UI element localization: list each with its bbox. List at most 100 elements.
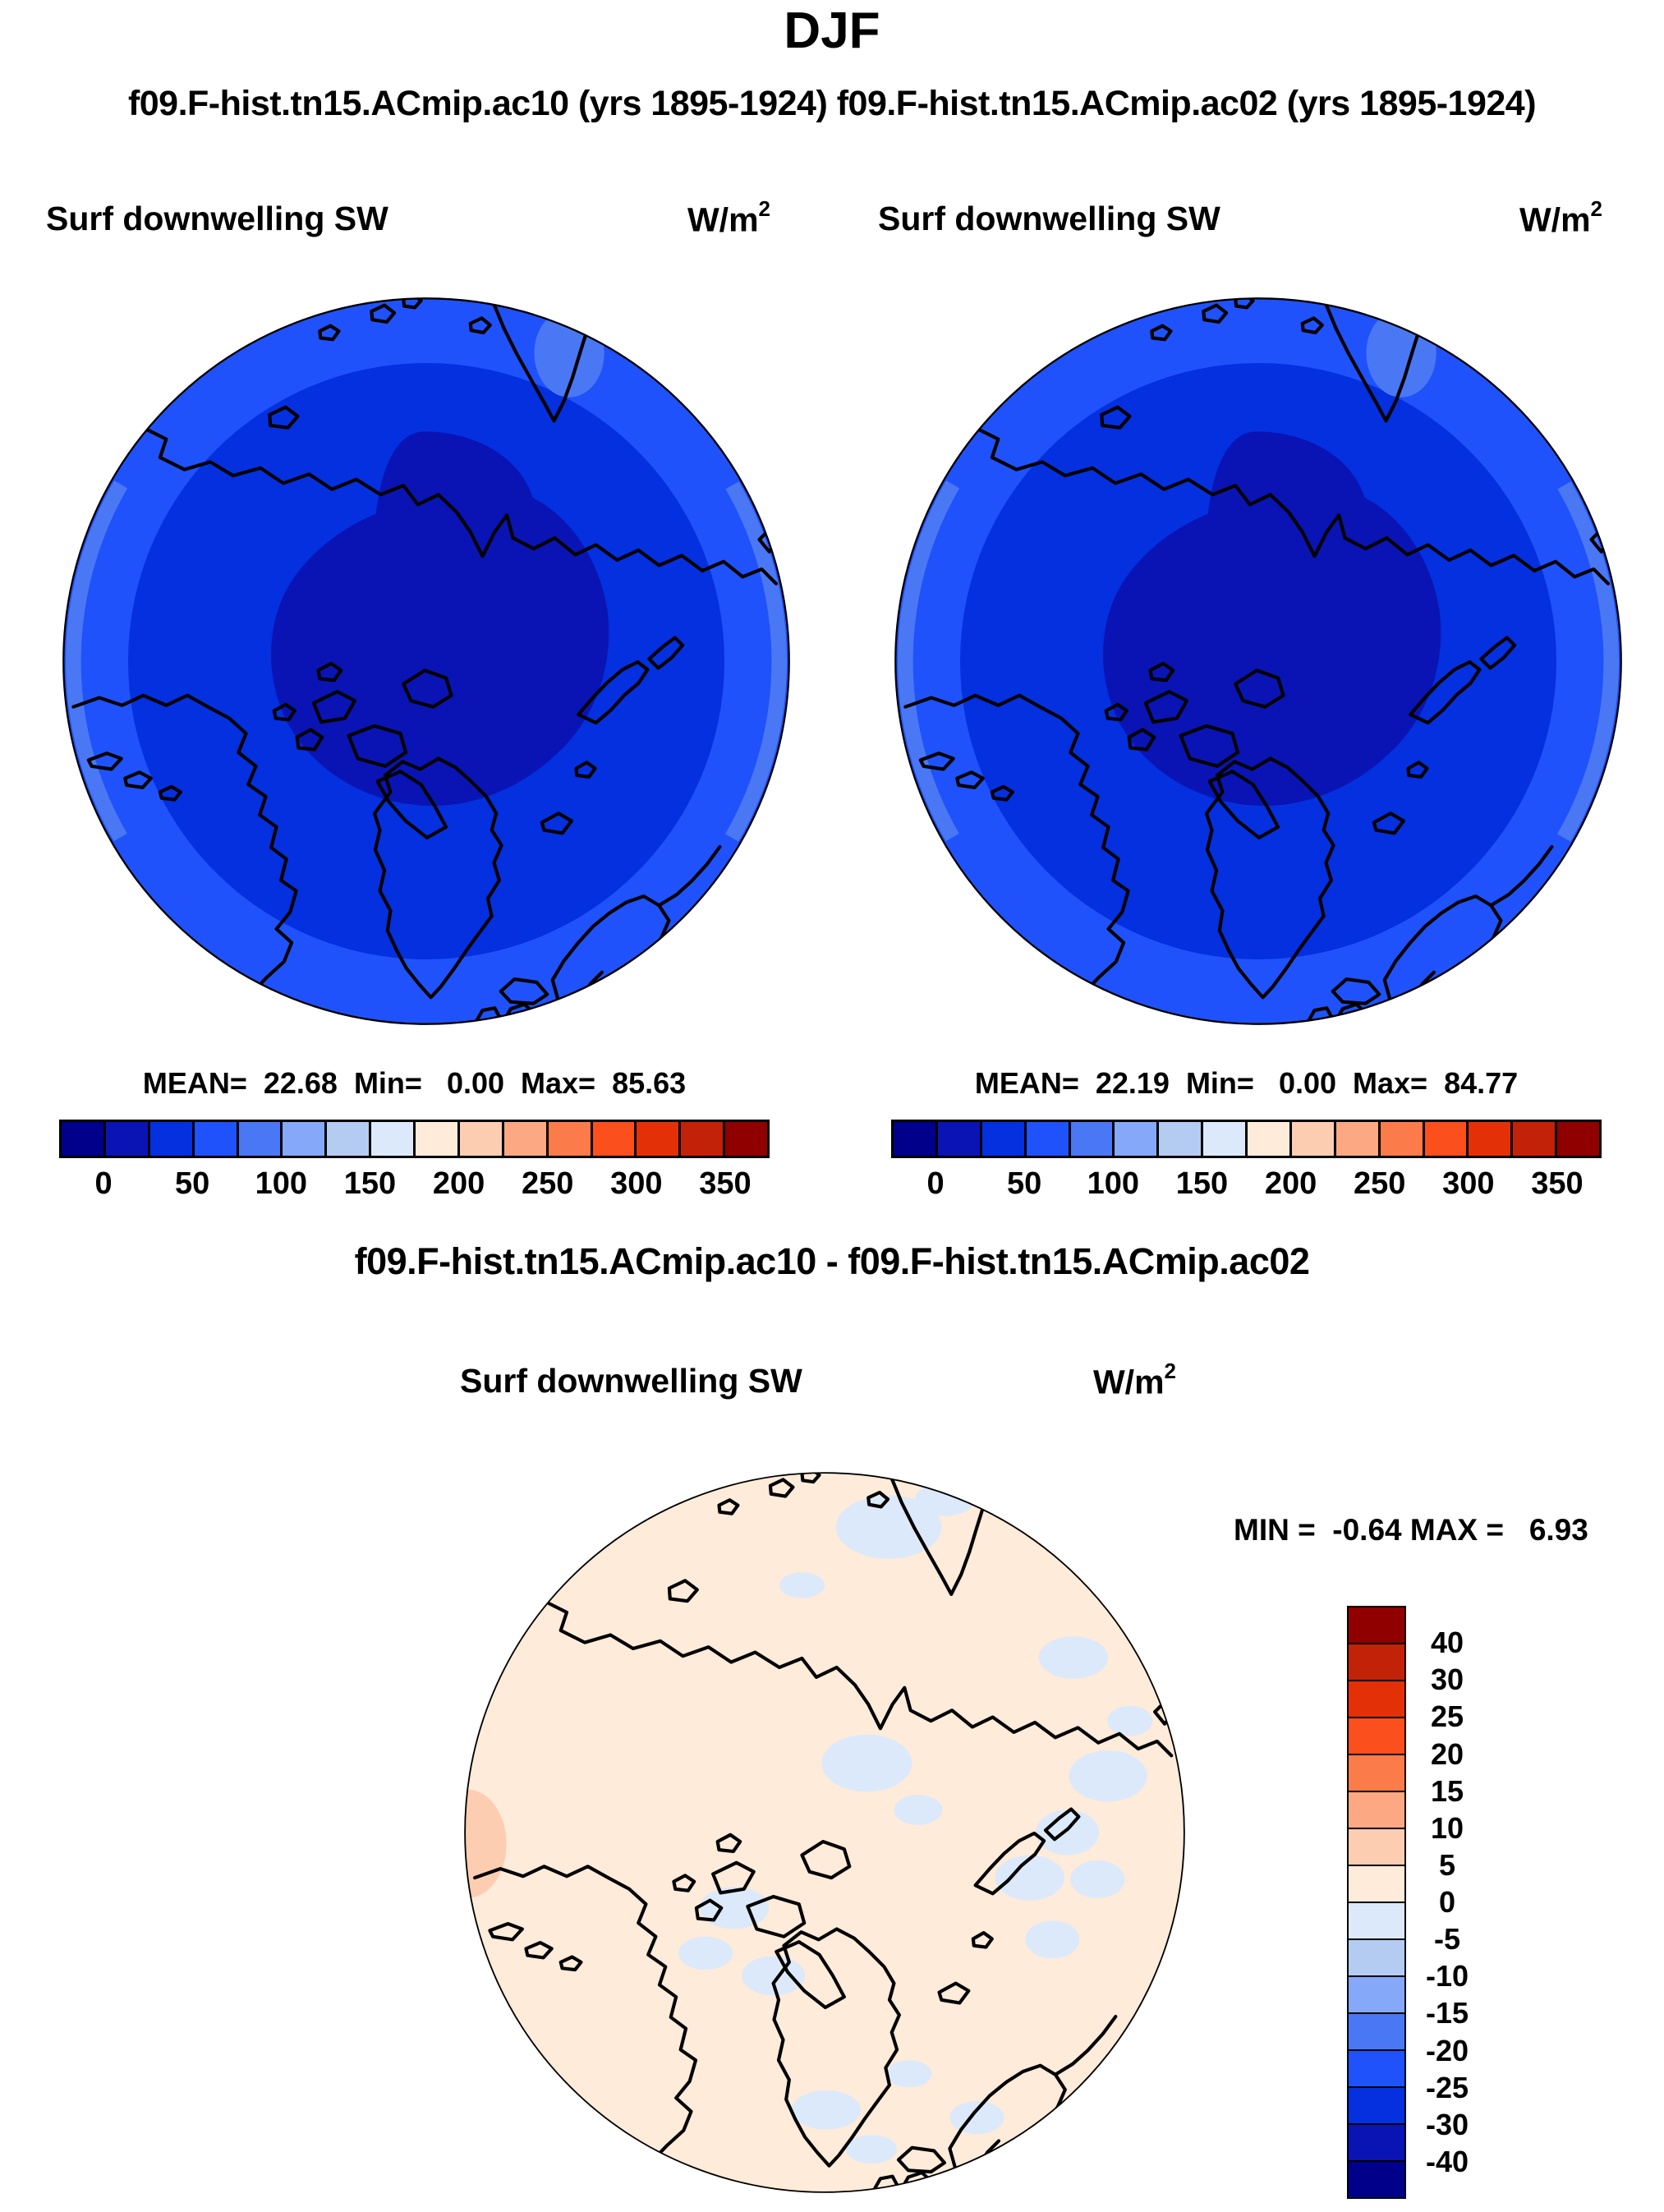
colorbar-cell <box>1349 2014 1404 2051</box>
colorbar-cell <box>1203 1122 1248 1156</box>
colorbar-tick-label: -40 <box>1425 2144 1469 2178</box>
colorbar-cell <box>1349 1829 1404 1866</box>
colorbar-top-right <box>891 1120 1602 1158</box>
colorbar-tick-label: -30 <box>1425 2107 1469 2141</box>
panel-header-top-right: Surf downwelling SW W/m2 <box>878 196 1602 240</box>
colorbar-cell <box>1291 1122 1336 1156</box>
colorbar-cell <box>1349 2088 1404 2125</box>
field-label: Surf downwelling SW <box>460 1362 802 1400</box>
colorbar-cell <box>637 1122 682 1156</box>
colorbar-tick-label: -25 <box>1425 2070 1469 2104</box>
colorbar-cell <box>238 1122 283 1156</box>
colorbar-top-left <box>59 1120 770 1158</box>
colorbar-tick-label: 300 <box>610 1166 663 1201</box>
units-label: W/m2 <box>1519 196 1602 239</box>
colorbar-tick-label: 40 <box>1430 1626 1464 1660</box>
colorbar-cell <box>1349 1977 1404 2014</box>
colorbar-cell <box>1424 1122 1469 1156</box>
low-sw-contour-blob <box>1103 431 1441 807</box>
colorbar-bottom-vertical <box>1347 1606 1406 2199</box>
colorbar-tick-label: 10 <box>1430 1810 1464 1845</box>
colorbar-cell <box>1349 1755 1404 1792</box>
colorbar-ticks-top-right: 0 50 100 150 200 250 300 350 <box>891 1166 1602 1207</box>
colorbar-cell <box>1349 1903 1404 1940</box>
colorbar-tick-label: 0 <box>926 1166 945 1201</box>
colorbar-tick-label: 350 <box>1531 1166 1584 1201</box>
colorbar-cell <box>725 1122 767 1156</box>
map-top-left <box>62 297 790 1025</box>
colorbar-cell <box>937 1122 982 1156</box>
colorbar-cell <box>105 1122 150 1156</box>
colorbar-tick-label: 100 <box>1087 1166 1140 1201</box>
colorbar-tick-label: 250 <box>1353 1166 1406 1201</box>
colorbar-tick-label: 150 <box>1175 1166 1229 1201</box>
figure-title: DJF <box>784 2 880 59</box>
colorbar-cell <box>1115 1122 1160 1156</box>
colorbar-tick-label: 100 <box>255 1166 308 1201</box>
colorbar-cell <box>62 1122 106 1156</box>
colorbar-tick-label: 30 <box>1430 1662 1464 1697</box>
colorbar-tick-label: -15 <box>1425 1996 1469 2030</box>
map-bottom-difference <box>464 1472 1185 2193</box>
colorbar-cell <box>1469 1122 1514 1156</box>
colorbar-tick-label: 15 <box>1430 1773 1464 1808</box>
colorbar-cell <box>592 1122 637 1156</box>
colorbar-cell <box>1335 1122 1381 1156</box>
colorbar-cell <box>894 1122 938 1156</box>
colorbar-cell <box>1349 1718 1404 1755</box>
colorbar-tick-label: 200 <box>1264 1166 1317 1201</box>
map-top-right <box>894 297 1622 1025</box>
colorbar-tick-label: 50 <box>175 1166 210 1201</box>
field-label: Surf downwelling SW <box>46 200 388 237</box>
colorbar-tick-label: -10 <box>1425 1959 1469 1994</box>
units-label: W/m2 <box>1092 1359 1176 1401</box>
stats-bottom: MIN = -0.64 MAX = 6.93 <box>1234 1513 1588 1547</box>
colorbar-tick-label: 250 <box>521 1166 574 1201</box>
colorbar-ticks-top-left: 0 50 100 150 200 250 300 350 <box>59 1166 770 1207</box>
units-label: W/m2 <box>687 196 770 239</box>
colorbar-tick-label: 0 <box>94 1166 113 1201</box>
stats-top-right: MEAN= 22.19 Min= 0.00 Max= 84.77 <box>974 1066 1519 1100</box>
figure-subtitle: f09.F-hist.tn15.ACmip.ac10 (yrs 1895-192… <box>127 84 1537 123</box>
colorbar-tick-label: 50 <box>1007 1166 1042 1201</box>
colorbar-cell <box>1248 1122 1292 1156</box>
colorbar-cell <box>981 1122 1027 1156</box>
colorbar-cell <box>1026 1122 1071 1156</box>
colorbar-cell <box>1349 1681 1404 1718</box>
difference-title: f09.F-hist.tn15.ACmip.ac10 - f09.F-hist.… <box>354 1240 1310 1282</box>
colorbar-cell <box>416 1122 460 1156</box>
colorbar-cell <box>681 1122 726 1156</box>
colorbar-cell <box>371 1122 416 1156</box>
colorbar-tick-label: -20 <box>1425 2033 1469 2067</box>
colorbar-cell <box>149 1122 195 1156</box>
field-label: Surf downwelling SW <box>878 200 1220 237</box>
negative-diff-patches <box>678 1483 1153 2177</box>
stats-top-left: MEAN= 22.68 Min= 0.00 Max= 85.63 <box>142 1066 687 1100</box>
colorbar-cell <box>1380 1122 1425 1156</box>
colorbar-tick-label: 300 <box>1442 1166 1495 1201</box>
colorbar-cell <box>327 1122 372 1156</box>
colorbar-tick-label: 0 <box>1438 1885 1456 1919</box>
panel-header-bottom: Surf downwelling SW W/m2 <box>460 1359 1176 1402</box>
colorbar-tick-label: 350 <box>699 1166 752 1201</box>
panel-header-top-left: Surf downwelling SW W/m2 <box>46 196 770 240</box>
colorbar-tick-label: -5 <box>1433 1922 1460 1957</box>
colorbar-cell <box>194 1122 239 1156</box>
colorbar-cell <box>548 1122 593 1156</box>
colorbar-cell <box>1349 1644 1404 1681</box>
colorbar-cell <box>1070 1122 1115 1156</box>
colorbar-tick-label: 20 <box>1430 1736 1464 1771</box>
colorbar-tick-label: 5 <box>1438 1847 1456 1882</box>
colorbar-ticks-bottom: 40 30 25 20 15 10 5 0 -5 -10 -15 -20 -25 -30 -40 <box>1408 1606 1487 2199</box>
colorbar-cell <box>1513 1122 1558 1156</box>
colorbar-cell <box>1349 1792 1404 1829</box>
colorbar-cell <box>459 1122 504 1156</box>
colorbar-cell <box>1349 2125 1404 2162</box>
colorbar-cell <box>1349 1607 1404 1644</box>
colorbar-cell <box>1159 1122 1204 1156</box>
colorbar-cell <box>1349 2162 1404 2197</box>
low-sw-contour-blob <box>271 431 609 807</box>
colorbar-tick-label: 150 <box>343 1166 397 1201</box>
colorbar-cell <box>1349 1940 1404 1977</box>
colorbar-tick-label: 25 <box>1430 1699 1464 1734</box>
